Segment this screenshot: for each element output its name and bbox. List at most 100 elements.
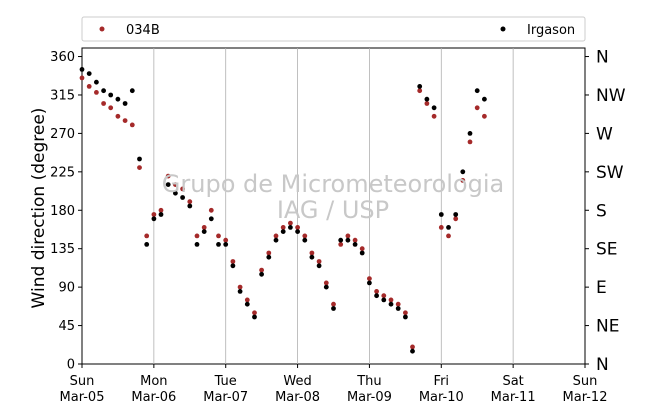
- point-irgason: [295, 229, 300, 235]
- point-034B: [316, 259, 322, 264]
- point-irgason: [129, 88, 135, 94]
- point-034B: [86, 84, 92, 89]
- point-irgason: [86, 71, 92, 76]
- point-034B: [266, 250, 272, 256]
- x-tick-label-date: Mar-06: [131, 390, 176, 405]
- x-tick-label-date: Mar-11: [491, 390, 536, 405]
- point-irgason: [302, 237, 308, 243]
- series-irgason-points: [79, 67, 487, 354]
- point-irgason: [395, 306, 401, 311]
- point-irgason: [115, 96, 121, 102]
- point-034B: [482, 113, 487, 119]
- compass-axis-labels: N NE E SE S SW W NW N: [585, 48, 626, 375]
- point-034B: [467, 139, 473, 145]
- point-034B: [230, 259, 236, 264]
- y-tick-label: 315: [50, 88, 75, 103]
- point-irgason: [367, 280, 372, 286]
- point-034B: [244, 297, 250, 303]
- point-034B: [338, 242, 344, 247]
- watermark-line-2: IAG / USP: [277, 196, 389, 224]
- point-irgason: [482, 96, 487, 102]
- compass-label: N: [596, 48, 609, 68]
- point-irgason: [388, 301, 394, 307]
- point-irgason: [467, 131, 473, 136]
- legend-marker-irgason: [500, 26, 506, 32]
- point-034B: [367, 276, 372, 281]
- watermark-line-1: Grupo de Micrometeorologia: [162, 170, 504, 198]
- point-irgason: [237, 289, 243, 294]
- point-irgason: [438, 212, 444, 217]
- grid-lines: [153, 48, 514, 364]
- compass-label: SW: [596, 163, 624, 183]
- compass-label: S: [596, 201, 607, 221]
- watermark: Grupo de Micrometeorologia IAG / USP: [162, 170, 504, 224]
- point-irgason: [323, 284, 329, 290]
- point-034B: [144, 233, 150, 239]
- compass-label: N: [596, 355, 609, 375]
- x-tick-label-date: Mar-08: [275, 390, 320, 405]
- x-tick-label-date: Mar-07: [203, 390, 248, 405]
- point-034B: [395, 301, 401, 307]
- point-034B: [424, 101, 430, 106]
- point-irgason: [403, 314, 408, 320]
- y-tick-label: 360: [50, 50, 75, 65]
- legend-label-034B: 034B: [126, 23, 160, 38]
- point-034B: [108, 105, 114, 111]
- point-irgason: [151, 216, 157, 222]
- x-tick-label-date: Mar-10: [419, 390, 464, 405]
- point-irgason: [410, 348, 415, 354]
- point-irgason: [208, 216, 214, 222]
- x-tick-label-date: Mar-05: [60, 390, 105, 405]
- point-034B: [79, 75, 85, 81]
- point-irgason: [165, 182, 171, 188]
- y-tick-label: 0: [67, 358, 75, 373]
- point-034B: [165, 173, 171, 179]
- point-irgason: [180, 195, 186, 200]
- point-irgason: [252, 314, 257, 320]
- point-034B: [302, 233, 308, 239]
- point-034B: [180, 186, 186, 192]
- point-irgason: [474, 88, 480, 94]
- x-tick-label-day: Wed: [283, 374, 311, 389]
- point-034B: [403, 310, 408, 316]
- point-034B: [115, 113, 121, 119]
- plot-area: [79, 47, 586, 365]
- point-irgason: [316, 263, 322, 269]
- compass-label: W: [596, 124, 613, 144]
- point-034B: [381, 293, 387, 299]
- x-tick-label-day: Sat: [502, 374, 523, 389]
- point-034B: [388, 297, 394, 303]
- point-034B: [453, 216, 459, 222]
- point-034B: [331, 301, 336, 307]
- point-034B: [323, 280, 329, 286]
- point-irgason: [108, 92, 114, 98]
- point-034B: [122, 118, 128, 123]
- x-tick-label-day: Mon: [140, 374, 167, 389]
- point-034B: [101, 101, 106, 106]
- point-irgason: [273, 237, 279, 243]
- point-irgason: [446, 225, 451, 230]
- point-irgason: [460, 169, 466, 175]
- point-034B: [309, 250, 315, 256]
- point-034B: [187, 199, 193, 205]
- point-034B: [273, 233, 279, 239]
- x-tick-label-day: Tue: [214, 374, 237, 389]
- x-tick-label-day: Sun: [70, 374, 95, 389]
- point-irgason: [374, 293, 379, 299]
- point-034B: [194, 233, 200, 239]
- point-irgason: [424, 96, 430, 102]
- x-tick-label-date: Mar-12: [563, 390, 608, 405]
- compass-label: NE: [596, 317, 619, 337]
- compass-label: NW: [596, 86, 626, 106]
- point-034B: [94, 90, 99, 95]
- y-tick-label: 270: [50, 127, 75, 142]
- point-irgason: [309, 254, 315, 260]
- point-irgason: [381, 297, 387, 303]
- point-irgason: [173, 190, 178, 196]
- point-irgason: [259, 271, 264, 277]
- series-034B-points: [79, 75, 487, 350]
- point-034B: [280, 225, 286, 230]
- point-irgason: [417, 84, 423, 89]
- point-034B: [295, 225, 300, 230]
- point-irgason: [331, 306, 336, 311]
